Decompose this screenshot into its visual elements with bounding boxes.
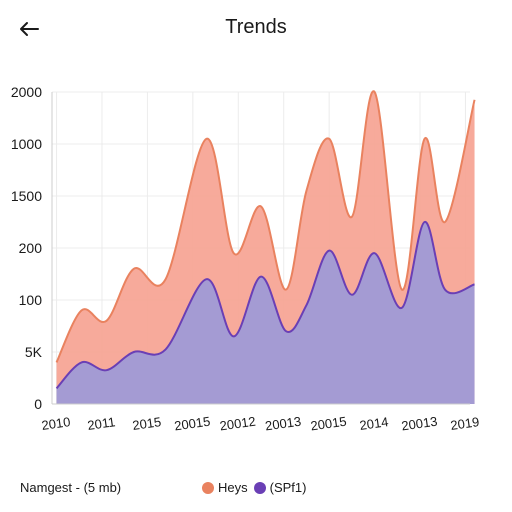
area-chart: 0 5K 100 200 1500 1000 2000 2010 2011 2015 20015 20… bbox=[11, 84, 480, 434]
x-tick-label: 20015 bbox=[310, 414, 348, 434]
x-tick-label: 20015 bbox=[173, 414, 211, 434]
x-tick-label: 2015 bbox=[131, 414, 162, 433]
x-tick-label: 2010 bbox=[41, 414, 72, 433]
y-tick-label: 0 bbox=[34, 396, 42, 412]
footnote: Namgest - (5 mb) bbox=[20, 480, 122, 495]
top-bar: Trends bbox=[0, 0, 512, 56]
back-button[interactable] bbox=[14, 14, 44, 44]
y-tick-label: 2000 bbox=[11, 84, 42, 100]
x-tick-label: 2019 bbox=[449, 414, 480, 433]
x-tick-label: 20013 bbox=[264, 414, 302, 434]
series-spf1-area bbox=[56, 221, 475, 404]
y-tick-label: 1000 bbox=[11, 136, 42, 152]
series-heys-line bbox=[55, 90, 476, 363]
x-tick-label: 2014 bbox=[359, 414, 390, 433]
x-tick-label: 2011 bbox=[86, 414, 116, 433]
y-tick-label: 100 bbox=[19, 292, 43, 308]
arrow-left-icon bbox=[20, 22, 39, 36]
chart-footer: Namgest - (5 mb) Heys (SPf1) bbox=[0, 476, 512, 500]
page-title: Trends bbox=[225, 16, 287, 38]
legend-label: Heys bbox=[218, 480, 248, 495]
legend-swatch bbox=[253, 481, 266, 494]
y-tick-label: 5K bbox=[25, 344, 43, 360]
legend-label: (SPf1) bbox=[269, 480, 307, 495]
y-tick-label: 1500 bbox=[11, 188, 42, 204]
series-spf1-line bbox=[55, 220, 475, 390]
legend-swatch bbox=[202, 481, 214, 494]
x-tick-label: 20012 bbox=[219, 414, 257, 434]
legend-item-spf1[interactable]: (SPf1) bbox=[253, 480, 307, 495]
legend: Heys (SPf1) bbox=[202, 480, 312, 495]
x-tick-label: 20013 bbox=[400, 414, 438, 434]
y-tick-label: 200 bbox=[19, 240, 43, 256]
legend-item-heys[interactable]: Heys bbox=[202, 480, 248, 495]
